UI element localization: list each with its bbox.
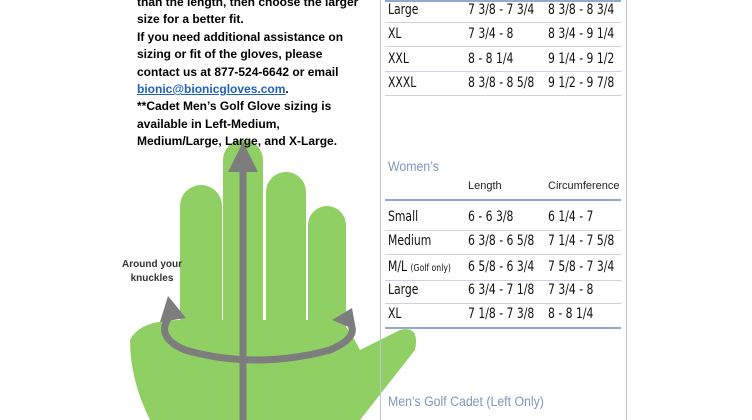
header-rule xyxy=(385,199,621,201)
label-line: Around your xyxy=(122,259,182,270)
table-cell: M/L (Golf only) xyxy=(388,259,451,275)
table-cell: 7 3/4 - 8 xyxy=(548,282,594,298)
row-rule xyxy=(385,280,621,281)
note-line: than the length, then choose the larger xyxy=(137,0,359,9)
table-cell: 6 - 6 3/8 xyxy=(468,209,514,225)
table-cell: 6 5/8 - 6 3/4 xyxy=(468,259,535,275)
arrow-head xyxy=(160,296,186,322)
table-cell: 7 1/8 - 7 3/8 xyxy=(468,306,535,322)
size-name: XL xyxy=(388,306,402,322)
circumference-arrow xyxy=(161,307,356,364)
table-cell: 8 3/8 - 8 5/8 xyxy=(468,75,535,91)
table-cell: XXL xyxy=(388,51,409,67)
hand xyxy=(130,140,416,420)
row-rule xyxy=(385,303,621,304)
note-line: If you need additional assistance on xyxy=(137,29,344,44)
hand-label: Around your knuckles xyxy=(118,258,186,286)
row-rule xyxy=(385,230,621,231)
table-cell: 7 5/8 - 7 3/4 xyxy=(548,259,615,275)
table-cell: 6 1/4 - 7 xyxy=(548,209,594,225)
arrow-head xyxy=(332,308,356,330)
column-header: Length xyxy=(468,180,502,192)
row-rule xyxy=(385,254,621,255)
label-line: knuckles xyxy=(130,273,174,284)
arrows xyxy=(161,168,356,420)
table-cell: XL xyxy=(388,26,402,42)
sizing-note: than the length, then choose the larger s… xyxy=(137,0,372,151)
note-line: size for a better fit. xyxy=(137,12,244,27)
size-chart: Large 7 3/8 - 7 3/4 8 3/8 - 8 3/4 XL 7 3/4 -… xyxy=(380,0,627,420)
table-cell: 7 3/4 - 8 xyxy=(468,26,514,42)
column-header: Circumference xyxy=(548,180,620,192)
note-line: Medium/Large, Large, and X-Large. xyxy=(137,134,338,149)
table-cell: XXXL xyxy=(388,75,417,91)
section-title: Men’s Golf Cadet (Left Only) xyxy=(388,393,544,409)
size-name: Small xyxy=(388,209,419,225)
punctuation: . xyxy=(285,82,289,97)
row-rule xyxy=(385,46,621,47)
row-rule xyxy=(385,95,621,96)
row-rule xyxy=(385,71,621,72)
arrow-heads xyxy=(160,142,356,330)
table-rule xyxy=(385,0,621,2)
table-cell: 8 - 8 1/4 xyxy=(548,306,594,322)
table-cell: 6 3/4 - 7 1/8 xyxy=(468,282,535,298)
note-line: available in Left-Medium, xyxy=(137,116,280,131)
size-name: Medium xyxy=(388,233,432,249)
table-cell: 7 1/4 - 7 5/8 xyxy=(548,233,615,249)
row-rule xyxy=(385,22,621,23)
table-cell: Small xyxy=(388,209,418,225)
note-line: bionic@bionicgloves.com. xyxy=(137,81,372,98)
note-line: **Cadet Men’s Golf Glove sizing is xyxy=(137,99,332,114)
table-cell: 8 3/4 - 9 1/4 xyxy=(548,26,615,42)
table-cell: 8 3/8 - 8 3/4 xyxy=(548,2,615,18)
section-title: Women’s xyxy=(388,158,439,174)
table-cell: Large xyxy=(388,2,419,18)
table-cell: 6 3/8 - 6 5/8 xyxy=(468,233,535,249)
table-cell: Large xyxy=(388,282,418,298)
table-cell: 9 1/2 - 9 7/8 xyxy=(548,75,615,91)
email-link[interactable]: bionic@bionicgloves.com xyxy=(137,82,286,97)
palm xyxy=(130,320,416,420)
table-cell: 8 - 8 1/4 xyxy=(468,51,514,67)
table-cell: 9 1/4 - 9 1/2 xyxy=(548,51,615,67)
table-cell: XL xyxy=(388,306,401,322)
size-note: (Golf only) xyxy=(410,263,451,274)
size-name: M/L xyxy=(388,259,408,275)
note-line: contact us at 877-524-6642 or email xyxy=(137,64,339,79)
note-line: sizing or fit of the gloves, please xyxy=(137,47,323,62)
arrow-head xyxy=(228,142,258,172)
row-rule xyxy=(385,327,621,329)
table-cell: 7 3/8 - 7 3/4 xyxy=(468,2,535,18)
table-cell: Medium xyxy=(388,233,431,249)
size-name: Large xyxy=(388,282,419,298)
